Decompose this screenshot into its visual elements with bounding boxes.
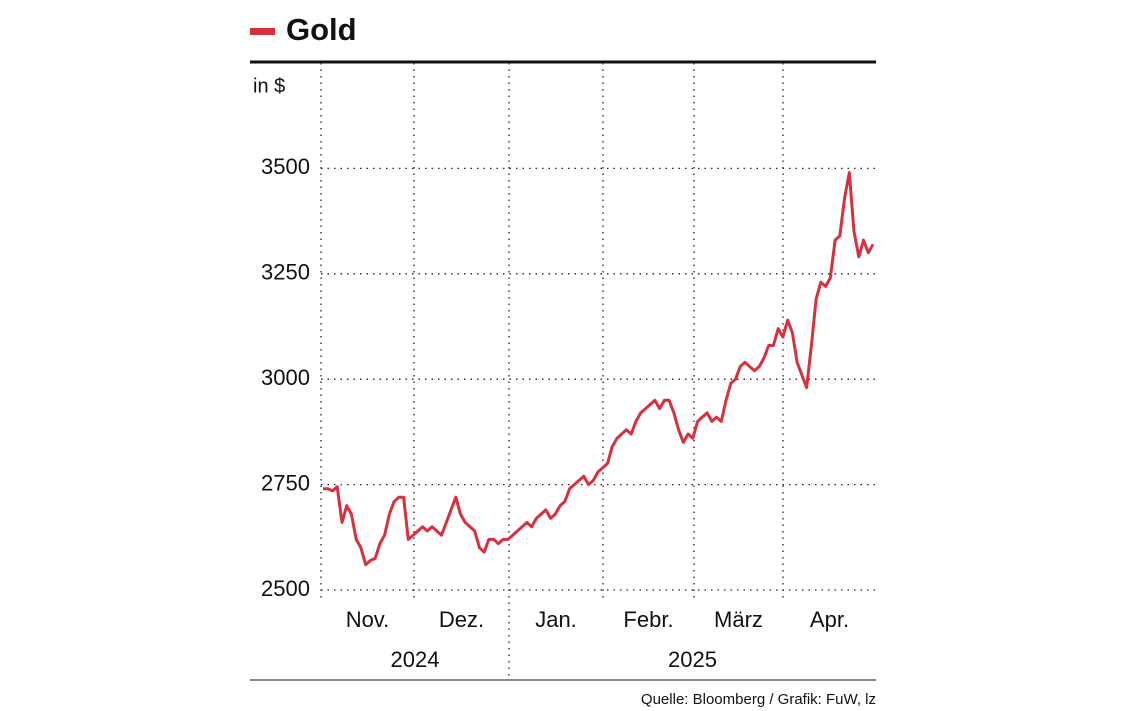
y-tick-label: 2500 bbox=[261, 576, 310, 601]
year-label: 2025 bbox=[668, 647, 717, 672]
chart-title: Gold bbox=[286, 12, 357, 47]
x-tick-label: Nov. bbox=[346, 607, 390, 632]
year-label: 2024 bbox=[391, 647, 440, 672]
y-tick-label: 3500 bbox=[261, 154, 310, 179]
y-tick-label: 3250 bbox=[261, 260, 310, 285]
price-line bbox=[323, 171, 875, 567]
x-tick-label: Apr. bbox=[810, 607, 849, 632]
y-axis-label: in $ bbox=[253, 75, 285, 97]
y-tick-label: 2750 bbox=[261, 470, 310, 495]
x-tick-label: Jan. bbox=[535, 607, 577, 632]
x-tick-label: März bbox=[714, 607, 763, 632]
x-tick-label: Febr. bbox=[623, 607, 673, 632]
source: Quelle: Bloomberg / Grafik: FuW, lz bbox=[641, 691, 876, 708]
legend-swatch bbox=[250, 28, 275, 35]
x-tick-label: Dez. bbox=[439, 607, 484, 632]
y-tick-label: 3000 bbox=[261, 365, 310, 390]
